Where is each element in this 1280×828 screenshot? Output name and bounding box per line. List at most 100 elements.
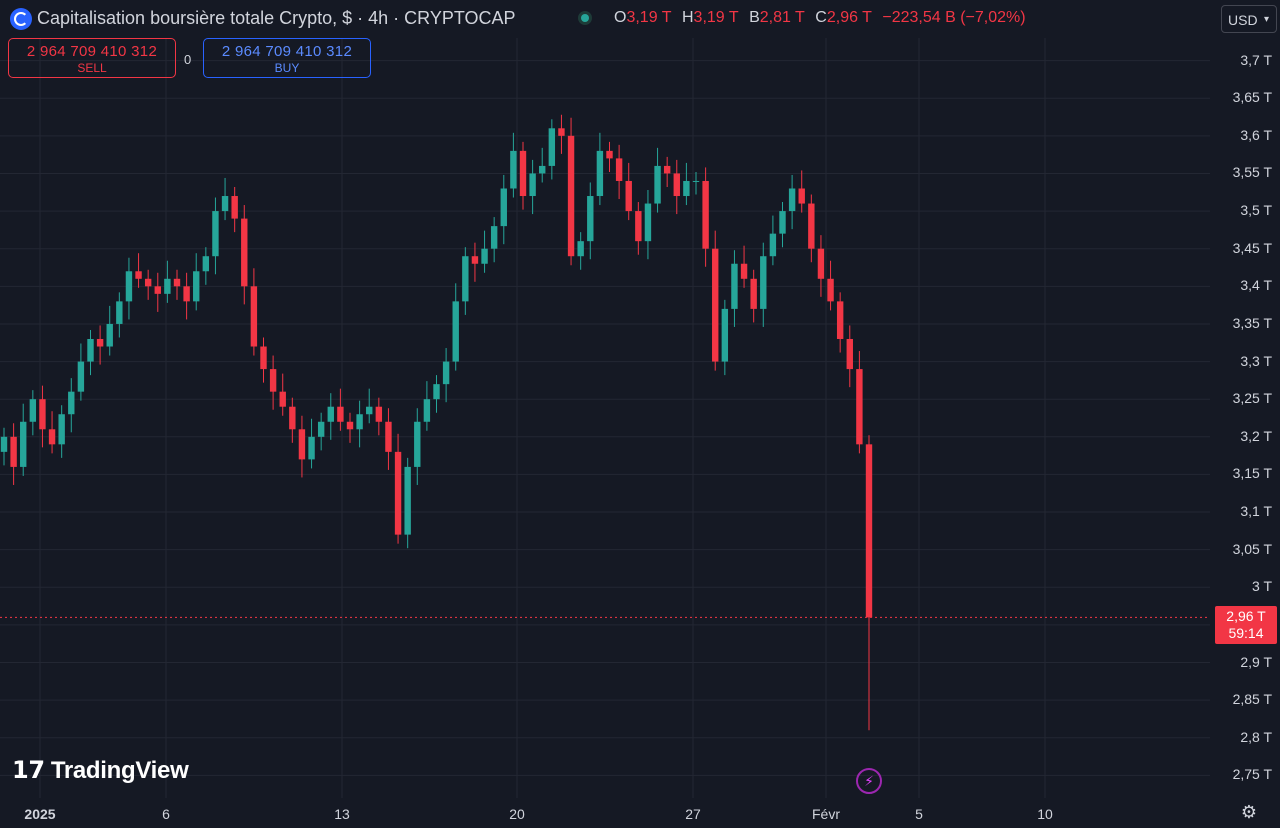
x-tick-label: Févr — [812, 806, 840, 822]
chevron-down-icon: ▾ — [1263, 14, 1269, 25]
ohlc-low-key: B — [749, 9, 760, 26]
candle-body — [337, 406, 344, 422]
sell-button[interactable]: 2 964 709 410 312 SELL — [8, 38, 176, 78]
tradingview-mark-icon: 𝟭𝟳 — [12, 757, 45, 784]
market-status-icon[interactable] — [578, 11, 592, 25]
y-tick-label: 2,85 T — [1232, 691, 1272, 708]
candle-body — [471, 256, 479, 264]
candle-body — [241, 218, 248, 287]
candle-body — [39, 399, 46, 430]
candle-body — [808, 203, 815, 249]
candle-body — [788, 188, 796, 212]
candle-body — [29, 399, 37, 422]
candle-body — [856, 369, 863, 445]
candle-body — [20, 421, 27, 467]
candle-body — [462, 256, 469, 302]
price-chart[interactable] — [0, 0, 1210, 798]
candle-body — [615, 158, 623, 181]
gear-icon[interactable]: ⚙ — [1240, 802, 1258, 822]
candle-body — [106, 323, 113, 347]
chart-grid — [0, 38, 1210, 798]
bar-countdown: 59:14 — [1228, 625, 1264, 641]
y-tick-label: 2,8 T — [1240, 728, 1272, 745]
y-tick-label: 2,9 T — [1240, 653, 1272, 670]
candle-body — [10, 436, 17, 467]
candle-body — [490, 226, 498, 249]
x-tick-label: 5 — [915, 806, 923, 822]
buy-button[interactable]: 2 964 709 410 312 BUY — [203, 38, 371, 78]
candle-body — [279, 391, 286, 407]
candle-body — [452, 301, 459, 362]
candle-body — [673, 173, 680, 197]
candle-body — [846, 338, 853, 370]
time-axis[interactable]: 2025 6 13 20 27 Févr 5 10 — [0, 798, 1210, 828]
candle-body — [654, 165, 661, 204]
candle-body — [183, 286, 190, 302]
x-tick-label: 2025 — [24, 806, 56, 822]
candle-body — [125, 271, 133, 302]
candle-body — [587, 196, 594, 242]
candle-body — [260, 346, 267, 370]
ohlc-close-value: 2,96 T — [826, 9, 872, 26]
candle-body — [221, 196, 229, 212]
candle-body — [385, 421, 392, 452]
candle-body — [366, 406, 373, 415]
candle-body — [193, 271, 200, 302]
currency-label: USD — [1228, 12, 1258, 28]
candle-body — [635, 211, 642, 242]
currency-selector[interactable]: USD ▾ — [1221, 5, 1277, 33]
y-tick-label: 3,1 T — [1240, 503, 1272, 520]
candle-body — [202, 256, 210, 272]
sell-price: 2 964 709 410 312 — [26, 43, 158, 60]
y-tick-label: 3,35 T — [1232, 314, 1272, 331]
candle-body — [731, 263, 738, 309]
last-price-label: 2,96 T 59:14 — [1215, 606, 1277, 644]
candle-body — [519, 150, 527, 197]
candle-body — [404, 466, 411, 535]
candle-body — [164, 278, 171, 294]
candle-body — [48, 429, 56, 445]
candle-body — [750, 278, 757, 309]
candle-body — [644, 203, 652, 242]
tradingview-logo[interactable]: 𝟭𝟳 TradingView — [12, 756, 189, 785]
candle-body — [836, 301, 844, 339]
candle-body — [77, 361, 85, 392]
y-tick-label: 3,15 T — [1232, 465, 1272, 482]
y-tick-label: 3,5 T — [1240, 202, 1272, 219]
candle-body — [769, 233, 777, 257]
sell-label: SELL — [77, 61, 107, 75]
candle-body — [58, 414, 65, 445]
candle-body — [721, 308, 729, 362]
ohlc-low-value: 2,81 T — [759, 9, 805, 26]
candle-body — [529, 173, 536, 197]
ohlc-high-key: H — [681, 9, 694, 26]
candle-body — [596, 150, 604, 197]
y-tick-label: 2,75 T — [1232, 766, 1272, 783]
symbol-title[interactable]: Capitalisation boursière totale Crypto, … — [37, 8, 516, 28]
candle-body — [96, 338, 104, 347]
candle-body — [135, 271, 142, 279]
candle-body — [500, 188, 507, 227]
y-tick-label: 3,7 T — [1240, 51, 1272, 68]
x-tick-label: 20 — [509, 806, 525, 822]
candle-body — [212, 211, 219, 257]
y-tick-label: 3,65 T — [1232, 89, 1272, 106]
x-tick-label: 27 — [685, 806, 701, 822]
candle-body — [116, 301, 123, 324]
candle-body — [298, 429, 306, 460]
candle-body — [308, 436, 315, 460]
y-tick-label: 3,6 T — [1240, 126, 1272, 143]
candle-body — [173, 278, 181, 287]
y-tick-label: 3,4 T — [1240, 277, 1272, 294]
candle-body — [394, 451, 402, 535]
candle-body — [577, 241, 584, 257]
y-tick-label: 3,25 T — [1232, 390, 1272, 407]
candle-body — [250, 286, 258, 347]
price-axis[interactable]: 3,7 T 3,65 T 3,6 T 3,55 T 3,5 T 3,45 T 3,4 T 3,… — [1210, 38, 1280, 798]
candle-body — [375, 406, 383, 422]
candle-body — [510, 150, 517, 189]
y-tick-label: 3,55 T — [1232, 164, 1272, 181]
lightning-icon[interactable]: ⚡ — [856, 768, 882, 794]
ohlc-open-value: 3,19 T — [626, 9, 672, 26]
candle-body — [702, 180, 709, 249]
